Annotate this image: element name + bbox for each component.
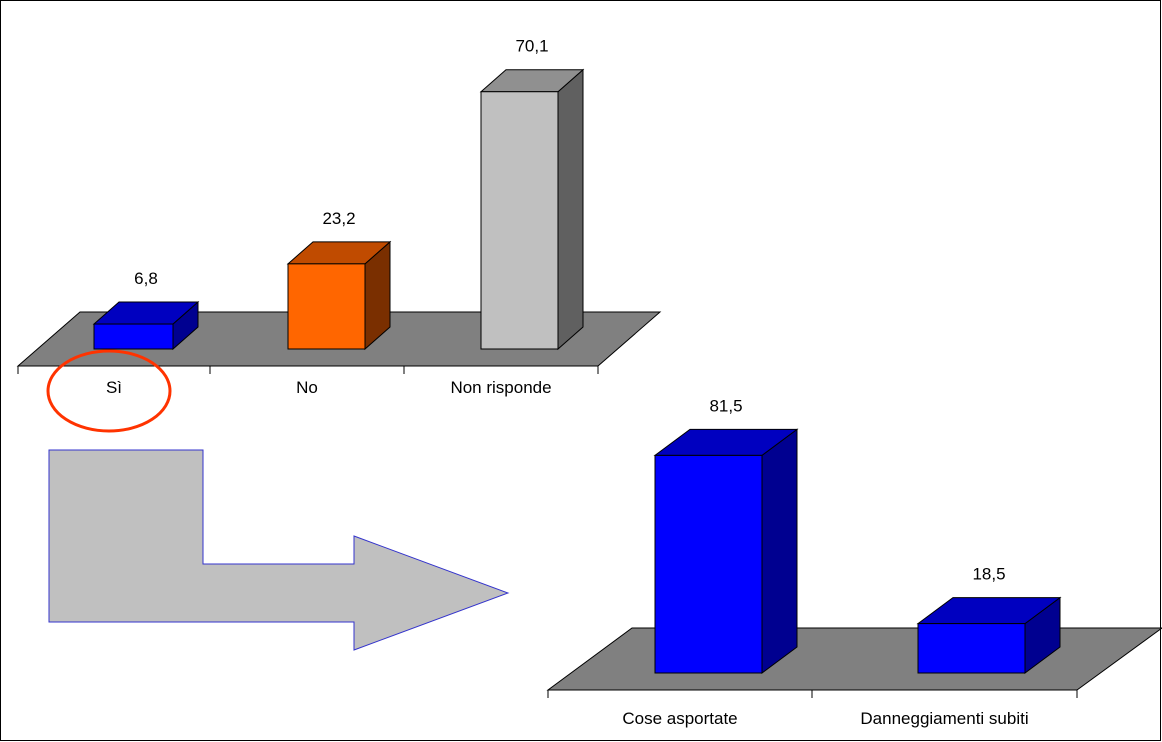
right-arrow-icon: [48, 449, 510, 651]
decorations: [46, 349, 510, 651]
category-label: No: [296, 378, 318, 397]
bar-front: [654, 454, 763, 674]
bar: [92, 300, 200, 351]
bar-value-label: 23,2: [322, 209, 355, 228]
chart-responses: 6,8 Sì 23,2 No 70,1 Non risponde: [16, 37, 662, 397]
bar: [653, 428, 799, 674]
category-label: Non risponde: [450, 378, 551, 397]
bar: [916, 596, 1062, 674]
category-label: Sì: [106, 378, 122, 397]
bar-value-label: 81,5: [709, 396, 742, 415]
category-label: Danneggiamenti subiti: [860, 709, 1028, 728]
highlight-circle: [46, 349, 172, 433]
bar-value-label: 6,8: [134, 269, 158, 288]
chart-floor: [546, 627, 1162, 691]
bar-side: [761, 428, 798, 674]
bar-side: [557, 68, 584, 351]
bar-front: [917, 623, 1026, 674]
bar: [286, 240, 392, 351]
bar-front: [287, 263, 366, 350]
bar-value-label: 70,1: [515, 37, 548, 56]
bar-front: [93, 323, 174, 350]
bar: [479, 68, 585, 351]
bar-value-label: 18,5: [972, 565, 1005, 584]
bar-front: [480, 91, 559, 350]
category-label: Cose asportate: [622, 709, 737, 728]
chart-damage-type: 81,5 Cose asportate 18,5 Danneggiamenti sub…: [546, 396, 1162, 728]
